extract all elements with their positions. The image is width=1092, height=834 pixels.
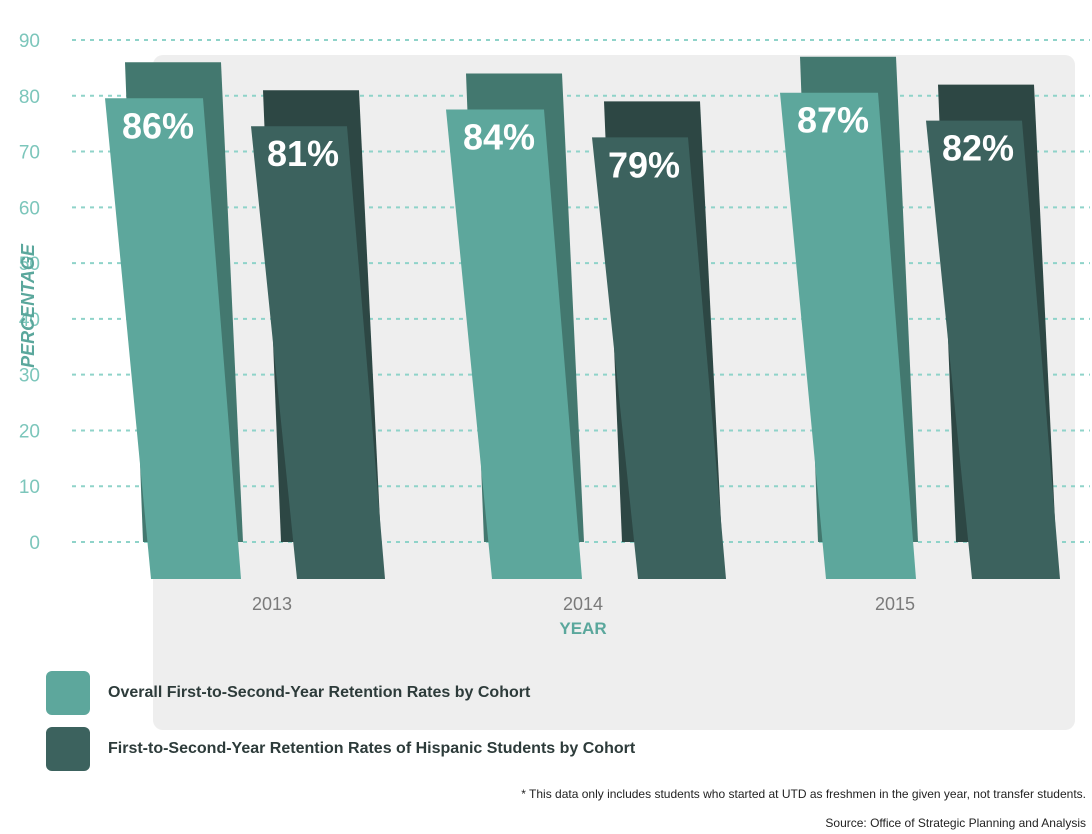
y-tick-label: 0 bbox=[29, 533, 40, 554]
x-tick-label: 2015 bbox=[875, 594, 915, 614]
bar-value-label: 84% bbox=[463, 116, 535, 157]
bar-value-label: 81% bbox=[267, 133, 339, 174]
gridlines bbox=[72, 39, 1090, 543]
footnote: * This data only includes students who s… bbox=[521, 787, 1086, 801]
bar bbox=[780, 92, 916, 579]
bar bbox=[251, 126, 385, 579]
legend-item-overall: Overall First-to-Second-Year Retention R… bbox=[46, 671, 746, 715]
y-tick-label: 20 bbox=[19, 421, 40, 442]
bar-value-label: 79% bbox=[608, 144, 680, 185]
y-tick-label: 70 bbox=[19, 143, 40, 164]
y-tick-label: 30 bbox=[19, 366, 40, 387]
legend-label-hispanic: First-to-Second-Year Retention Rates of … bbox=[108, 740, 636, 757]
y-tick-label: 50 bbox=[19, 254, 40, 275]
legend-swatch-hispanic bbox=[46, 727, 90, 771]
bars: 86% 84% 87% 81% 79% 82% bbox=[105, 56, 1060, 580]
x-tick-label: 2013 bbox=[252, 594, 292, 614]
y-tick-label: 90 bbox=[19, 31, 40, 52]
bar bbox=[105, 98, 241, 580]
bar-value-label: 87% bbox=[797, 100, 869, 141]
legend-item-hispanic: First-to-Second-Year Retention Rates of … bbox=[46, 727, 746, 771]
y-tick-label: 60 bbox=[19, 198, 40, 219]
bar bbox=[592, 137, 726, 579]
x-tick-label: 2014 bbox=[563, 594, 603, 614]
x-axis-title: YEAR bbox=[559, 619, 606, 638]
y-tick-label: 40 bbox=[19, 310, 40, 331]
y-tick-label: 80 bbox=[19, 87, 40, 108]
bar-value-label: 82% bbox=[942, 128, 1014, 169]
source-note: Source: Office of Strategic Planning and… bbox=[825, 816, 1086, 830]
legend-label-overall: Overall First-to-Second-Year Retention R… bbox=[108, 684, 531, 701]
bar bbox=[446, 109, 582, 579]
legend-swatch-overall bbox=[46, 671, 90, 715]
y-tick-label: 10 bbox=[19, 477, 40, 498]
y-axis-ticks: 0 10 20 30 40 50 60 70 80 90 bbox=[19, 31, 40, 554]
x-axis-ticks: 2013 2014 2015 bbox=[252, 594, 915, 614]
y-axis-title: PERCENTAGE bbox=[18, 243, 38, 368]
bar-value-label: 86% bbox=[122, 105, 194, 146]
bar bbox=[926, 120, 1060, 579]
